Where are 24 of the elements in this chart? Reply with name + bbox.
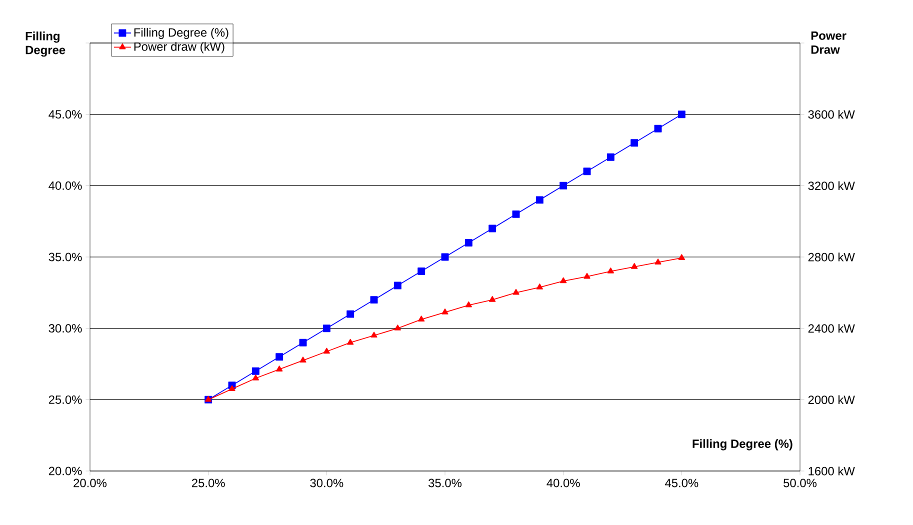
y2-axis-title: Power Draw xyxy=(811,32,846,54)
x-tick-label: 30.0% xyxy=(310,478,344,488)
x-tick-label: 45.0% xyxy=(665,478,698,488)
x-tick-label: 25.0% xyxy=(192,478,225,488)
y2-tick-label: 3200 kW xyxy=(808,181,855,190)
x-tick-label: 20.0% xyxy=(74,478,107,488)
y-tick-label: 20.0% xyxy=(48,466,82,476)
y-tick-label: 35.0% xyxy=(48,252,82,262)
y-tick-label: 30.0% xyxy=(48,324,82,333)
y2-tick-label: 1600 kW xyxy=(808,466,855,476)
x-tick-label: 50.0% xyxy=(784,478,817,488)
y-tick-label: 45.0% xyxy=(48,110,82,119)
legend-label: Filling Degree (%) xyxy=(134,28,228,40)
y-tick-label: 40.0% xyxy=(48,181,82,190)
y2-tick-label: 3600 kW xyxy=(808,110,855,119)
x-axis-title: Filling Degree (%) xyxy=(692,439,792,450)
y-axis-title: Filling Degree xyxy=(26,32,66,57)
y2-tick-label: 2000 kW xyxy=(808,395,855,404)
legend-label: Power draw (kW) xyxy=(134,42,224,54)
y2-tick-label: 2400 kW xyxy=(808,324,855,333)
x-tick-label: 35.0% xyxy=(428,478,462,488)
y-tick-label: 25.0% xyxy=(48,395,82,404)
y2-tick-label: 2800 kW xyxy=(808,252,855,262)
x-tick-label: 40.0% xyxy=(546,478,580,488)
